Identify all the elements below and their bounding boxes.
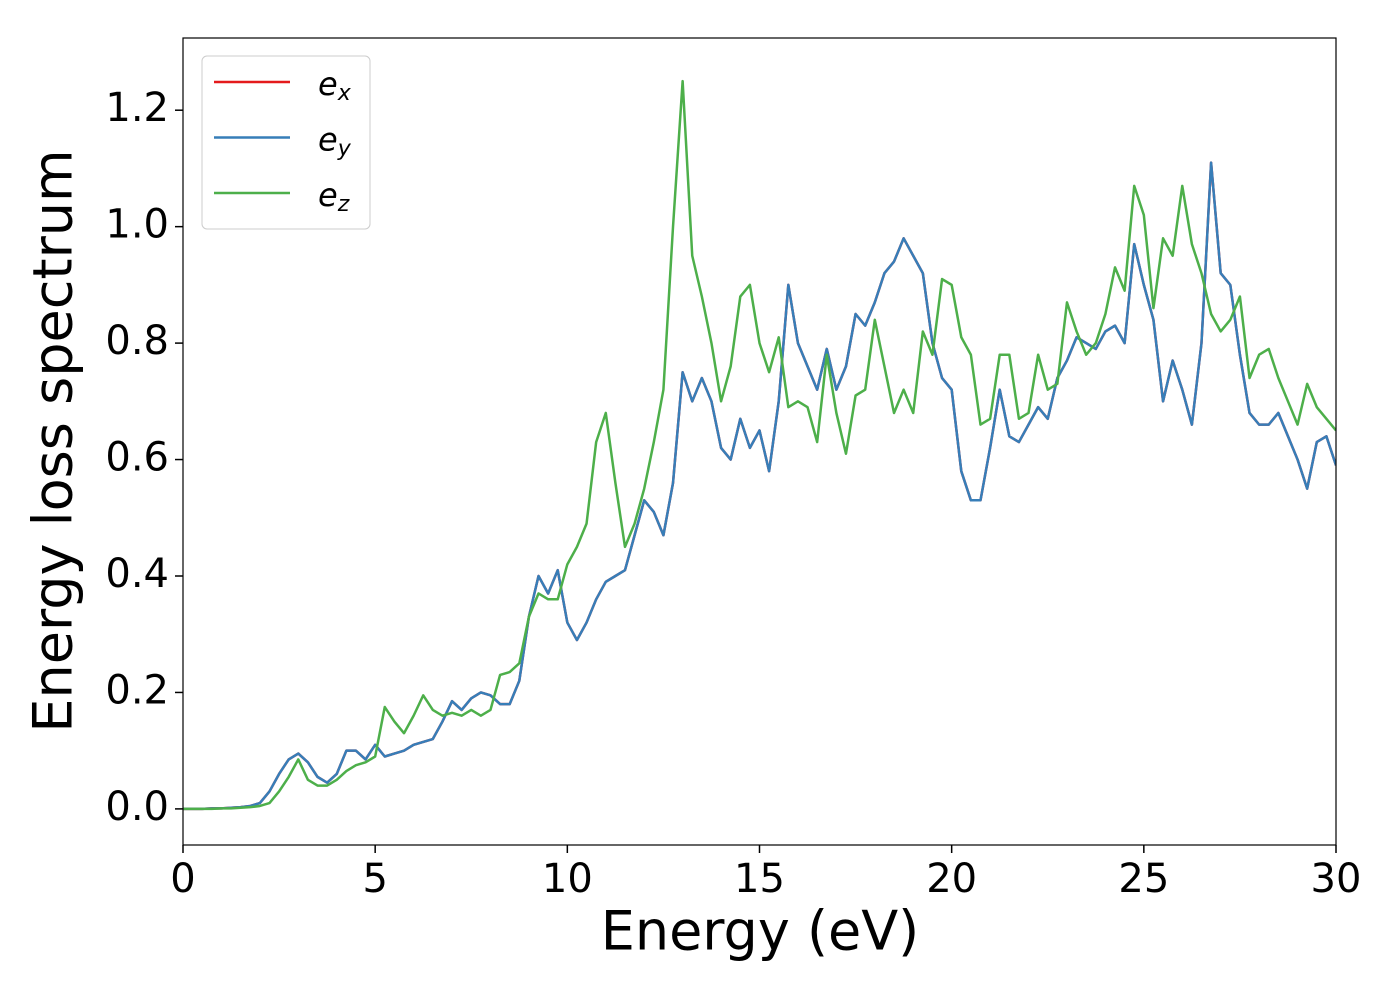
y-tick-label: 1.2 — [105, 85, 169, 131]
y-tick-label: 0.4 — [105, 551, 169, 597]
x-tick-label: 0 — [170, 856, 195, 902]
series-line — [183, 161, 1336, 811]
x-tick-label: 25 — [1118, 856, 1169, 902]
x-tick-label: 15 — [734, 856, 785, 902]
x-tick-label: 10 — [542, 856, 593, 902]
plot-area — [183, 38, 1336, 845]
y-tick-label: 0.6 — [105, 435, 169, 481]
x-tick-label: 20 — [926, 856, 977, 902]
y-tick-label: 1.0 — [105, 202, 169, 248]
y-tick-label: 0.0 — [105, 784, 169, 830]
legend-label: ey — [318, 121, 352, 162]
y-tick-label: 0.8 — [105, 318, 169, 364]
plot-frame — [182, 37, 1337, 846]
legend-label: ez — [318, 176, 350, 217]
y-tick-label: 0.2 — [105, 667, 169, 713]
legend-box — [201, 55, 371, 230]
x-tick-label: 30 — [1311, 856, 1362, 902]
y-axis-label: Energy loss spectrum — [22, 149, 85, 732]
legend-label: ex — [318, 65, 352, 106]
x-tick-label: 5 — [362, 856, 387, 902]
x-axis-label: Energy (eV) — [601, 900, 920, 963]
series-line — [183, 79, 1336, 811]
